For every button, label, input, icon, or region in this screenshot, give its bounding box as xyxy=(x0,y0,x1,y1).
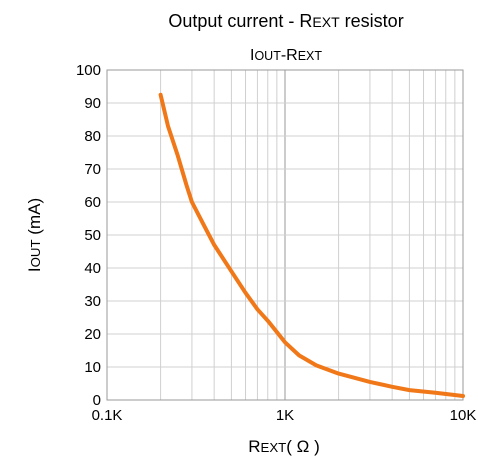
y-tick-label: 20 xyxy=(84,326,101,343)
y-tick-label: 30 xyxy=(84,293,101,310)
y-axis-label: IOUT (mA) xyxy=(25,198,44,272)
x-tick-label: 0.1K xyxy=(92,407,123,424)
chart-title: Output current - REXT resistor xyxy=(168,11,403,31)
plot-frame xyxy=(106,69,464,401)
y-tick-label: 60 xyxy=(84,194,101,211)
y-tick-label: 50 xyxy=(84,227,101,244)
y-tick-label: 80 xyxy=(84,128,101,145)
y-tick-label: 40 xyxy=(84,260,101,277)
y-tick-label: 70 xyxy=(84,161,101,178)
x-tick-labels: 0.1K 1K 10K xyxy=(92,407,477,424)
series-line xyxy=(158,92,465,398)
y-tick-label: 90 xyxy=(84,95,101,112)
y-tick-labels: 0 10 20 30 40 50 60 70 80 90 100 xyxy=(76,62,101,409)
x-tick-label: 10K xyxy=(450,407,477,424)
y-tick-label: 0 xyxy=(93,392,101,409)
chart-subtitle: IOUT-REXT xyxy=(250,47,322,64)
y-tick-label: 100 xyxy=(76,62,101,79)
y-tick-label: 10 xyxy=(84,359,101,376)
series-layer xyxy=(158,92,465,398)
grid-lines xyxy=(106,69,464,401)
x-axis-label: REXT( Ω ) xyxy=(248,437,320,456)
x-tick-label: 1K xyxy=(276,407,294,424)
